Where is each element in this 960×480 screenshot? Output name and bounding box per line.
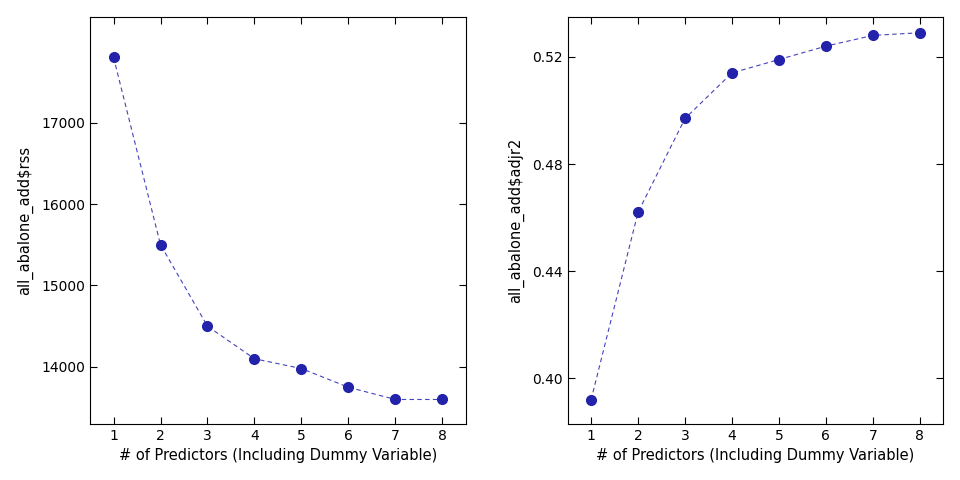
- X-axis label: # of Predictors (Including Dummy Variable): # of Predictors (Including Dummy Variabl…: [596, 448, 915, 463]
- Y-axis label: all_abalone_add$rss: all_abalone_add$rss: [16, 146, 33, 295]
- X-axis label: # of Predictors (Including Dummy Variable): # of Predictors (Including Dummy Variabl…: [119, 448, 437, 463]
- Y-axis label: all_abalone_add$adjr2: all_abalone_add$adjr2: [508, 138, 523, 303]
